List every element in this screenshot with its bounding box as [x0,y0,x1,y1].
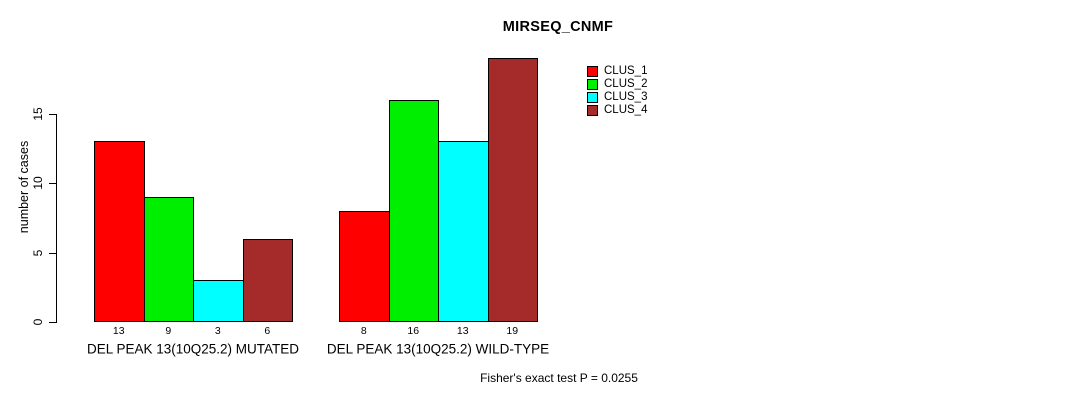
category-label: DEL PEAK 13(10Q25.2) WILD-TYPE [326,341,550,357]
bar-value-label: 3 [214,325,221,337]
legend-item: CLUS_1 [587,65,647,78]
y-axis-tick-label: 10 [31,176,45,190]
y-axis-tick [49,322,56,323]
bar [143,196,194,322]
y-axis-tick [49,113,56,115]
bar [438,141,489,322]
legend-swatch [587,79,598,90]
legend-swatch [587,105,598,116]
legend-swatch [587,66,598,77]
category-label: DEL PEAK 13(10Q25.2) MUTATED [86,341,300,357]
legend-item: CLUS_2 [587,78,647,91]
legend-item-label: CLUS_4 [604,104,648,116]
bar [242,238,293,322]
bar [94,141,145,322]
bar [193,280,244,322]
bar [339,210,390,322]
annotation-text: Fisher's exact test P = 0.0255 [480,371,638,385]
legend: CLUS_1 CLUS_2 CLUS_3 CLUS_4 [587,65,647,117]
y-axis-tick-label: 0 [31,318,45,326]
legend-item-label: CLUS_2 [604,78,648,90]
bar [388,99,439,322]
y-axis-tick-label: 15 [31,106,45,121]
y-axis-tick [49,252,56,254]
bar-value-label: 13 [456,325,469,337]
y-axis-tick [49,183,56,184]
bar-value-label: 19 [506,325,519,337]
legend-item-label: CLUS_3 [604,91,648,103]
bar [487,57,538,322]
y-axis-label: number of cases [17,140,31,234]
y-axis-line [56,113,57,323]
legend-item: CLUS_4 [587,104,647,117]
bar-value-label: 16 [407,325,420,337]
legend-swatch [587,92,598,103]
bar-value-label: 9 [165,325,172,337]
bar-value-label: 6 [264,325,271,337]
bar-value-label: 8 [360,325,367,337]
legend-item-label: CLUS_1 [604,65,648,77]
bar-value-label: 13 [112,325,125,337]
chart-title: MIRSEQ_CNMF [502,19,614,35]
y-axis-tick-label: 5 [31,249,45,256]
legend-item: CLUS_3 [587,91,647,104]
